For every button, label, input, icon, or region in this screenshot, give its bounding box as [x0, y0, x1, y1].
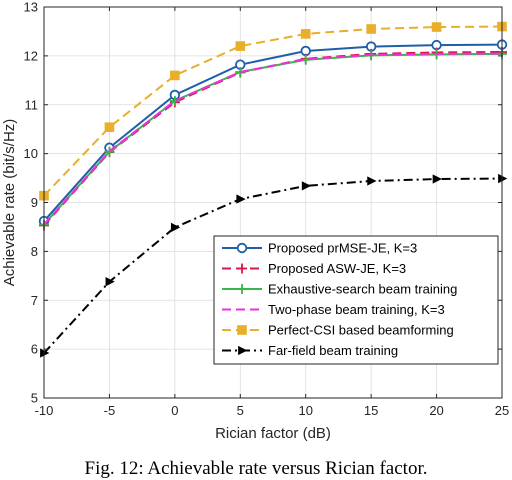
legend-label: Two-phase beam training, K=3 [268, 302, 445, 317]
legend-item: Proposed prMSE-JE, K=3 [222, 241, 417, 256]
triangle-marker [367, 176, 377, 186]
x-tick-label: -5 [104, 403, 116, 418]
x-tick-label: 10 [298, 403, 312, 418]
series-3 [43, 52, 503, 226]
x-tick-label: 20 [429, 403, 443, 418]
legend-item: Far-field beam training [222, 343, 398, 358]
square-marker [170, 70, 180, 81]
legend: Proposed prMSE-JE, K=3 Proposed ASW-JE, K… [213, 235, 499, 365]
triangle-marker [432, 174, 442, 184]
legend-item: Proposed ASW-JE, K=3 [222, 261, 406, 276]
legend-label: Proposed ASW-JE, K=3 [268, 261, 406, 276]
series-5 [40, 173, 508, 358]
figure-caption: Fig. 12: Achievable rate versus Rician f… [84, 458, 428, 479]
triangle-marker [236, 194, 246, 204]
square-marker [431, 22, 442, 32]
series-line [43, 52, 503, 226]
x-axis-label: Rician factor (dB) [215, 425, 331, 442]
legend-label: Proposed prMSE-JE, K=3 [268, 241, 417, 256]
x-tick-label: 0 [171, 403, 178, 418]
tick-labels: -10 -5 0 5 10 15 20 25 5 6 7 8 9 10 11 12 13 [24, 0, 510, 418]
legend-label: Exhaustive-search beam training [268, 282, 457, 297]
plus-marker [104, 146, 115, 157]
y-tick-label: 12 [24, 48, 38, 63]
triangle-marker [105, 277, 115, 287]
series-4 [39, 21, 507, 201]
axes [43, 6, 503, 399]
y-tick-label: 11 [25, 97, 39, 112]
square-marker [104, 122, 115, 133]
square-marker [235, 41, 246, 51]
plus-marker [237, 263, 247, 274]
legend-item: Perfect-CSI based beamforming [222, 323, 454, 338]
series-line [43, 43, 503, 222]
series-line [43, 50, 503, 227]
y-tick-label: 8 [31, 244, 38, 259]
y-axis-label: Achievable rate (bit/s/Hz) [1, 119, 18, 287]
legend-box [213, 235, 499, 365]
series-lines [38, 21, 508, 358]
y-tick-label: 10 [24, 146, 38, 161]
circle-marker [236, 242, 248, 254]
x-tick-label: 25 [495, 403, 509, 418]
y-tick-label: 9 [31, 195, 38, 210]
y-tick-label: 13 [24, 0, 38, 15]
square-marker [300, 29, 311, 39]
triangle-marker [301, 181, 312, 191]
square-marker [237, 325, 247, 335]
legend-item: Exhaustive-search beam training [222, 282, 457, 297]
legend-label: Far-field beam training [268, 343, 398, 358]
triangle-marker [170, 222, 181, 233]
plus-marker [237, 284, 247, 294]
series-line [43, 52, 503, 226]
y-tick-label: 5 [31, 391, 38, 406]
triangle-marker [238, 345, 248, 356]
rate-vs-rician-chart: -10 -5 0 5 10 15 20 25 5 6 7 8 9 10 11 12 13 Rician fact… [1, 0, 510, 442]
y-tick-label: 6 [31, 342, 38, 357]
legend-item: Two-phase beam training, K=3 [222, 302, 445, 317]
square-marker [366, 24, 376, 34]
x-tick-label: -10 [35, 403, 54, 418]
y-tick-label: 7 [31, 293, 38, 308]
x-tick-label: 15 [364, 403, 378, 418]
series-line [43, 25, 503, 197]
legend-label: Perfect-CSI based beamforming [268, 323, 454, 338]
series-line [43, 177, 503, 354]
plus-marker [169, 95, 180, 106]
x-tick-label: 5 [237, 403, 244, 418]
